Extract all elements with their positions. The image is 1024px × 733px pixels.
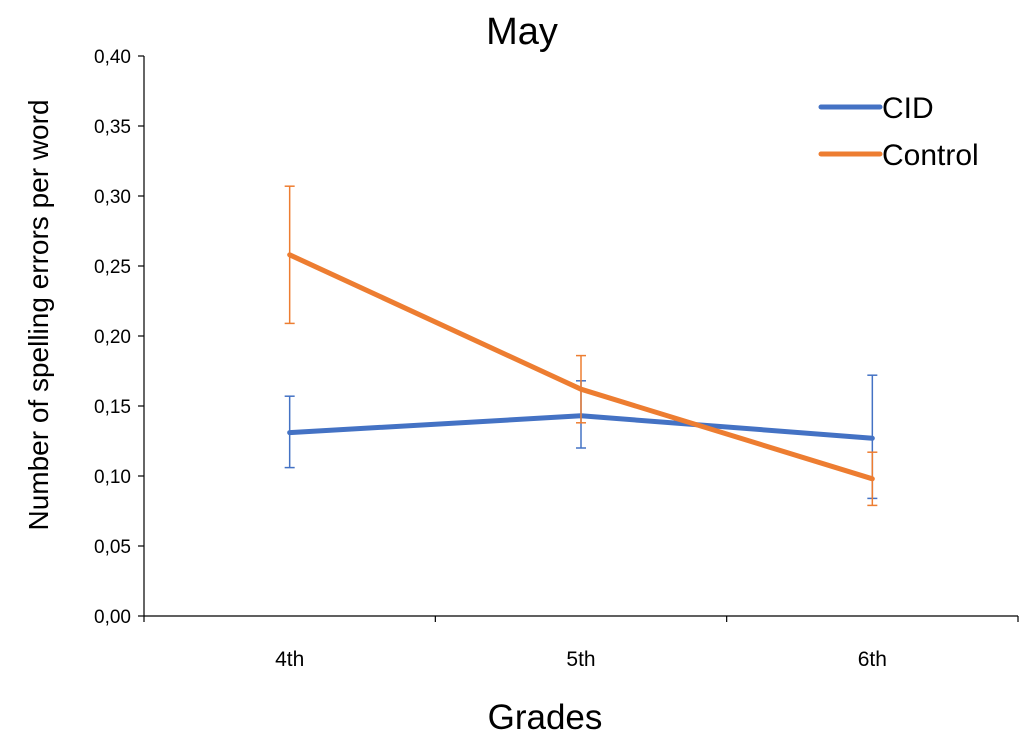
- y-axis-title: Number of spelling errors per word: [23, 99, 54, 530]
- y-tick-label: 0,15: [94, 397, 131, 418]
- error-bar-control: [284, 185, 295, 325]
- error-bar-cid: [284, 395, 295, 469]
- y-tick-label: 0,05: [94, 537, 131, 558]
- legend-label-cid: CID: [882, 92, 934, 125]
- x-axis-title: Grades: [488, 698, 603, 733]
- y-tick-label: 0,40: [94, 47, 131, 68]
- x-axis-ticks: 4th 5th 6th: [143, 616, 1019, 671]
- x-tick-label: 5th: [566, 648, 595, 671]
- legend-label-control: Control: [882, 139, 979, 172]
- y-tick-label: 0,25: [94, 257, 131, 278]
- series-group: [284, 185, 878, 507]
- chart-title: May: [486, 11, 558, 53]
- y-tick-label: 0,00: [94, 607, 131, 628]
- y-tick-label: 0,10: [94, 467, 131, 488]
- y-tick-label: 0,20: [94, 327, 131, 348]
- error-bar-control: [867, 451, 878, 507]
- x-tick-label: 4th: [275, 648, 304, 671]
- x-tick-label: 6th: [858, 648, 887, 671]
- y-tick-label: 0,30: [94, 187, 131, 208]
- legend: CID Control: [818, 92, 979, 172]
- series-control: [284, 185, 878, 507]
- error-bar-control: [576, 354, 586, 424]
- y-tick-label: 0,35: [94, 117, 131, 138]
- y-axis-ticks: 0,00 0,05 0,10 0,15 0,20 0,25 0,30 0,35 0,40: [94, 47, 144, 628]
